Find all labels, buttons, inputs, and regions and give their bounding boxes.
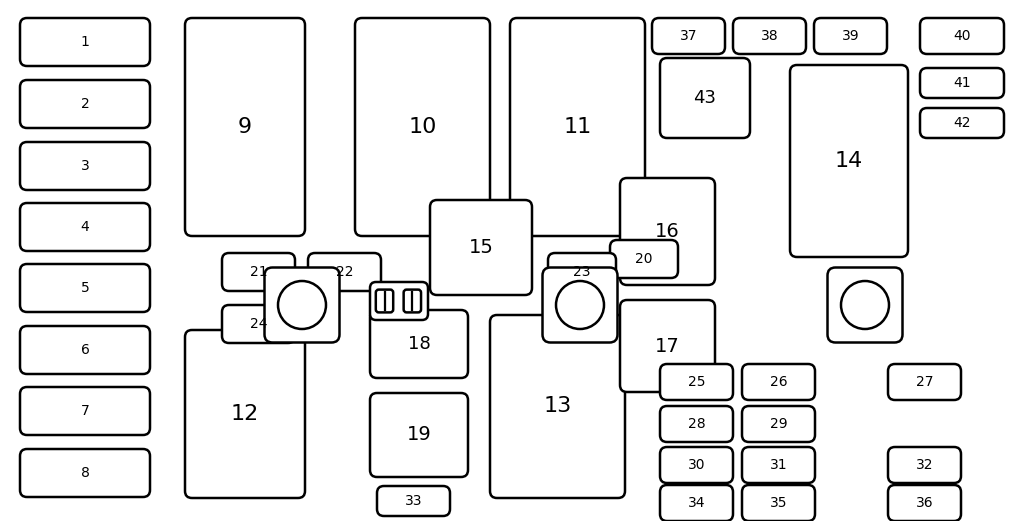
- FancyBboxPatch shape: [355, 18, 490, 236]
- FancyBboxPatch shape: [920, 108, 1004, 138]
- FancyBboxPatch shape: [548, 253, 616, 291]
- FancyBboxPatch shape: [185, 18, 305, 236]
- FancyBboxPatch shape: [370, 393, 468, 477]
- Text: 2: 2: [81, 97, 89, 111]
- FancyBboxPatch shape: [510, 18, 645, 236]
- FancyBboxPatch shape: [888, 447, 961, 483]
- Text: 8: 8: [81, 466, 89, 480]
- Text: 9: 9: [238, 117, 252, 137]
- Text: 36: 36: [915, 496, 933, 510]
- Text: 22: 22: [336, 265, 353, 279]
- FancyBboxPatch shape: [660, 406, 733, 442]
- FancyBboxPatch shape: [660, 364, 733, 400]
- FancyBboxPatch shape: [660, 485, 733, 521]
- FancyBboxPatch shape: [888, 485, 961, 521]
- FancyBboxPatch shape: [660, 58, 750, 138]
- Text: 15: 15: [469, 238, 494, 257]
- Text: 40: 40: [953, 29, 971, 43]
- Text: 41: 41: [953, 76, 971, 90]
- Text: 13: 13: [544, 396, 571, 416]
- FancyBboxPatch shape: [814, 18, 887, 54]
- Text: 31: 31: [770, 458, 787, 472]
- Text: 28: 28: [688, 417, 706, 431]
- FancyBboxPatch shape: [308, 253, 381, 291]
- FancyBboxPatch shape: [430, 200, 532, 295]
- Text: 4: 4: [81, 220, 89, 234]
- Text: 19: 19: [407, 426, 431, 444]
- Circle shape: [841, 281, 889, 329]
- FancyBboxPatch shape: [20, 387, 150, 435]
- FancyBboxPatch shape: [652, 18, 725, 54]
- Text: 29: 29: [770, 417, 787, 431]
- FancyBboxPatch shape: [660, 447, 733, 483]
- FancyBboxPatch shape: [543, 267, 617, 342]
- Text: 26: 26: [770, 375, 787, 389]
- Text: 24: 24: [250, 317, 267, 331]
- Text: 6: 6: [81, 343, 89, 357]
- Text: 32: 32: [915, 458, 933, 472]
- FancyBboxPatch shape: [490, 315, 625, 498]
- Text: 37: 37: [680, 29, 697, 43]
- Text: 16: 16: [655, 222, 680, 241]
- Text: 33: 33: [404, 494, 422, 508]
- FancyBboxPatch shape: [20, 203, 150, 251]
- Text: 17: 17: [655, 337, 680, 355]
- Text: 23: 23: [573, 265, 591, 279]
- FancyBboxPatch shape: [920, 18, 1004, 54]
- Text: 42: 42: [953, 116, 971, 130]
- FancyBboxPatch shape: [20, 80, 150, 128]
- Circle shape: [278, 281, 326, 329]
- Text: 1: 1: [81, 35, 89, 49]
- FancyBboxPatch shape: [742, 447, 815, 483]
- Text: 27: 27: [915, 375, 933, 389]
- Text: 14: 14: [835, 151, 863, 171]
- FancyBboxPatch shape: [920, 68, 1004, 98]
- FancyBboxPatch shape: [888, 364, 961, 400]
- FancyBboxPatch shape: [20, 326, 150, 374]
- FancyBboxPatch shape: [790, 65, 908, 257]
- FancyBboxPatch shape: [370, 310, 468, 378]
- Text: 38: 38: [761, 29, 778, 43]
- FancyBboxPatch shape: [20, 18, 150, 66]
- Text: 35: 35: [770, 496, 787, 510]
- FancyBboxPatch shape: [620, 300, 715, 392]
- FancyBboxPatch shape: [376, 290, 393, 313]
- FancyBboxPatch shape: [222, 253, 295, 291]
- FancyBboxPatch shape: [370, 282, 428, 320]
- Text: 7: 7: [81, 404, 89, 418]
- Text: 12: 12: [230, 404, 259, 424]
- Text: 11: 11: [563, 117, 592, 137]
- FancyBboxPatch shape: [403, 290, 421, 313]
- Text: 18: 18: [408, 335, 430, 353]
- Text: 21: 21: [250, 265, 267, 279]
- Text: 20: 20: [635, 252, 652, 266]
- FancyBboxPatch shape: [20, 449, 150, 497]
- Text: 30: 30: [688, 458, 706, 472]
- FancyBboxPatch shape: [610, 240, 678, 278]
- FancyBboxPatch shape: [827, 267, 902, 342]
- FancyBboxPatch shape: [264, 267, 340, 342]
- FancyBboxPatch shape: [185, 330, 305, 498]
- FancyBboxPatch shape: [742, 485, 815, 521]
- FancyBboxPatch shape: [20, 264, 150, 312]
- FancyBboxPatch shape: [620, 178, 715, 285]
- FancyBboxPatch shape: [20, 142, 150, 190]
- FancyBboxPatch shape: [377, 486, 450, 516]
- FancyBboxPatch shape: [742, 364, 815, 400]
- Text: 34: 34: [688, 496, 706, 510]
- FancyBboxPatch shape: [733, 18, 806, 54]
- Text: 39: 39: [842, 29, 859, 43]
- Text: 25: 25: [688, 375, 706, 389]
- Text: 43: 43: [693, 89, 717, 107]
- Circle shape: [556, 281, 604, 329]
- Text: 5: 5: [81, 281, 89, 295]
- Text: 3: 3: [81, 159, 89, 173]
- Text: 10: 10: [409, 117, 436, 137]
- FancyBboxPatch shape: [742, 406, 815, 442]
- FancyBboxPatch shape: [222, 305, 295, 343]
